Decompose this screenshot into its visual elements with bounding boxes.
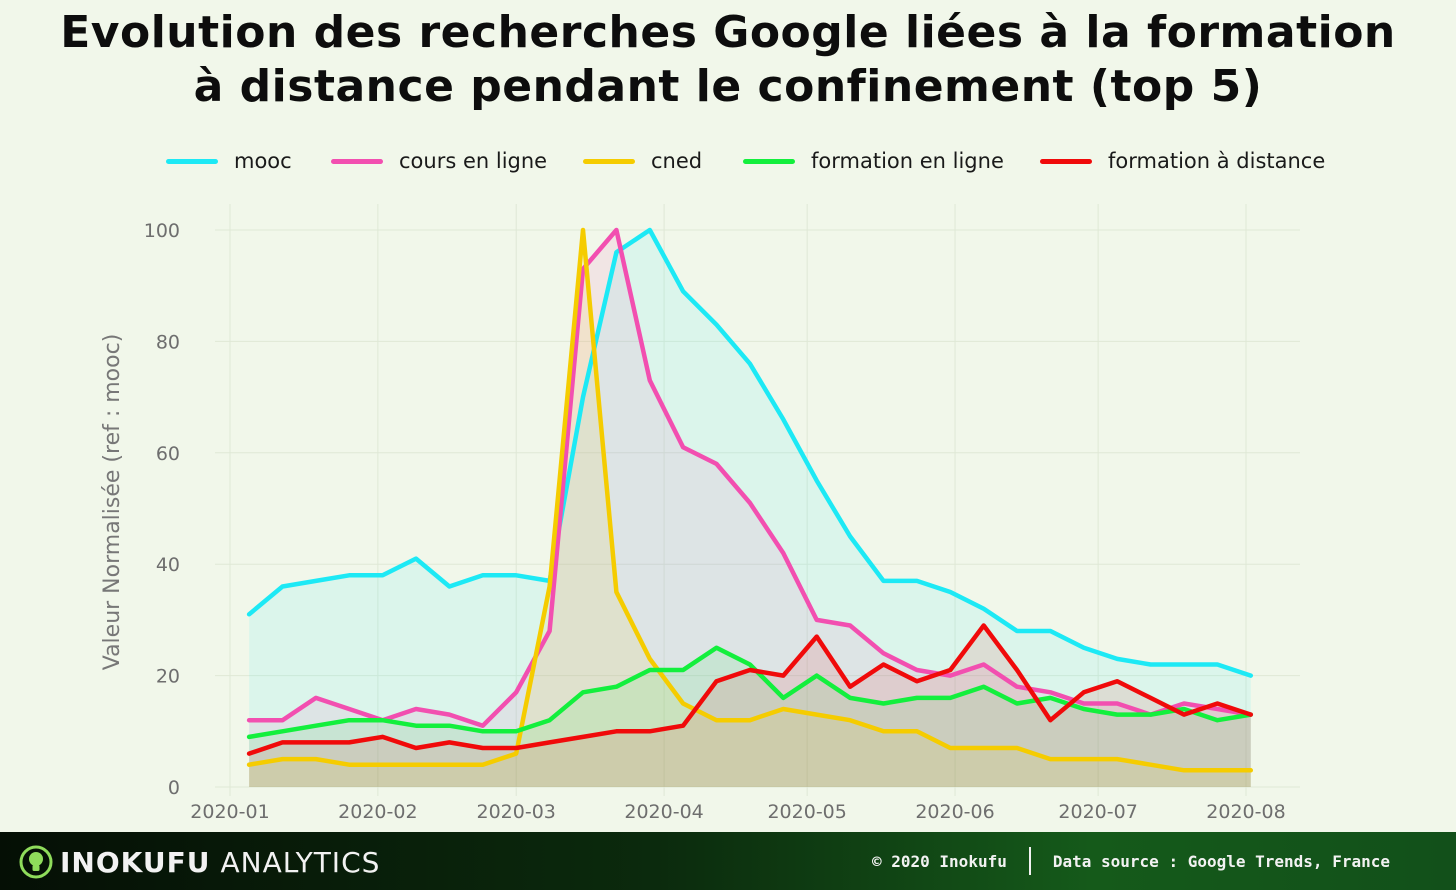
x-tick-label: 2020-06 (915, 801, 994, 823)
y-tick-label: 0 (168, 777, 180, 799)
legend-item-cours-en-ligne: cours en ligne (331, 144, 547, 178)
y-tick-label: 40 (156, 554, 180, 576)
chart-title: Evolution des recherches Google liées à … (0, 6, 1456, 114)
data-source-text: Data source : Google Trends, France (1052, 851, 1390, 871)
x-axis-ticks: 2020-01 2020-02 2020-03 2020-04 2020-05 2020-… (190, 801, 1285, 823)
y-tick-label: 60 (156, 443, 180, 465)
x-tick-label: 2020-01 (190, 801, 269, 823)
legend-label-mooc: mooc (234, 149, 292, 173)
chart-title-line-1: Evolution des recherches Google liées à … (60, 7, 1396, 58)
line-cours-en-ligne (246, 227, 1254, 728)
legend-swatch-formation-en-ligne (743, 158, 795, 164)
gridlines (215, 204, 1300, 796)
y-tick-label: 100 (144, 220, 180, 242)
y-axis-ticks: 0 20 40 60 80 100 (144, 220, 180, 799)
legend-label-cours-en-ligne: cours en ligne (399, 149, 548, 173)
credits-separator (1028, 847, 1031, 875)
x-tick-label: 2020-03 (477, 801, 556, 823)
legend: mooc cours en ligne cned formation en li… (0, 144, 1456, 178)
chart-title-line-2: à distance pendant le confinement (top 5… (193, 61, 1263, 112)
legend-label-formation-a-distance: formation à distance (1108, 149, 1326, 173)
legend-swatch-cned (583, 158, 635, 164)
legend-swatch-formation-a-distance (1040, 158, 1092, 164)
legend-label-formation-en-ligne: formation en ligne (811, 149, 1004, 173)
legend-item-cned: cned (583, 144, 702, 178)
brand-subtitle: ANALYTICS (220, 845, 381, 879)
bulb-logo-icon (19, 845, 53, 879)
legend-swatch-mooc (166, 158, 218, 164)
copyright-text: © 2020 Inokufu (871, 851, 1007, 871)
brand-logo: INOKUFU ANALYTICS (18, 842, 380, 882)
credits: © 2020 Inokufu Data source : Google Tren… (872, 846, 1390, 876)
y-axis-label: Valeur Normalisée (ref : mooc) (100, 334, 125, 671)
line-mooc (246, 227, 1254, 678)
legend-swatch-cours-en-ligne (331, 158, 383, 164)
line-cned (246, 227, 1254, 773)
brand-name: INOKUFU (60, 845, 211, 879)
line-formation-a-distance (246, 623, 1254, 756)
y-tick-label: 20 (156, 666, 180, 688)
legend-label-cned: cned (651, 149, 703, 173)
x-tick-label: 2020-05 (767, 801, 846, 823)
series-lines (246, 227, 1254, 773)
area-cours-en-ligne (249, 230, 1251, 787)
footer-bar: INOKUFU ANALYTICS © 2020 Inokufu Data so… (0, 832, 1456, 890)
x-tick-label: 2020-02 (338, 801, 417, 823)
legend-item-formation-en-ligne: formation en ligne (743, 144, 1004, 178)
x-tick-label: 2020-07 (1058, 801, 1137, 823)
legend-item-formation-a-distance: formation à distance (1040, 144, 1325, 178)
x-tick-label: 2020-08 (1206, 801, 1285, 823)
x-tick-label: 2020-04 (624, 801, 703, 823)
line-formation-en-ligne (246, 645, 1254, 740)
legend-item-mooc: mooc (166, 144, 292, 178)
y-tick-label: 80 (156, 331, 180, 353)
area-formation-en-ligne (249, 647, 1251, 787)
